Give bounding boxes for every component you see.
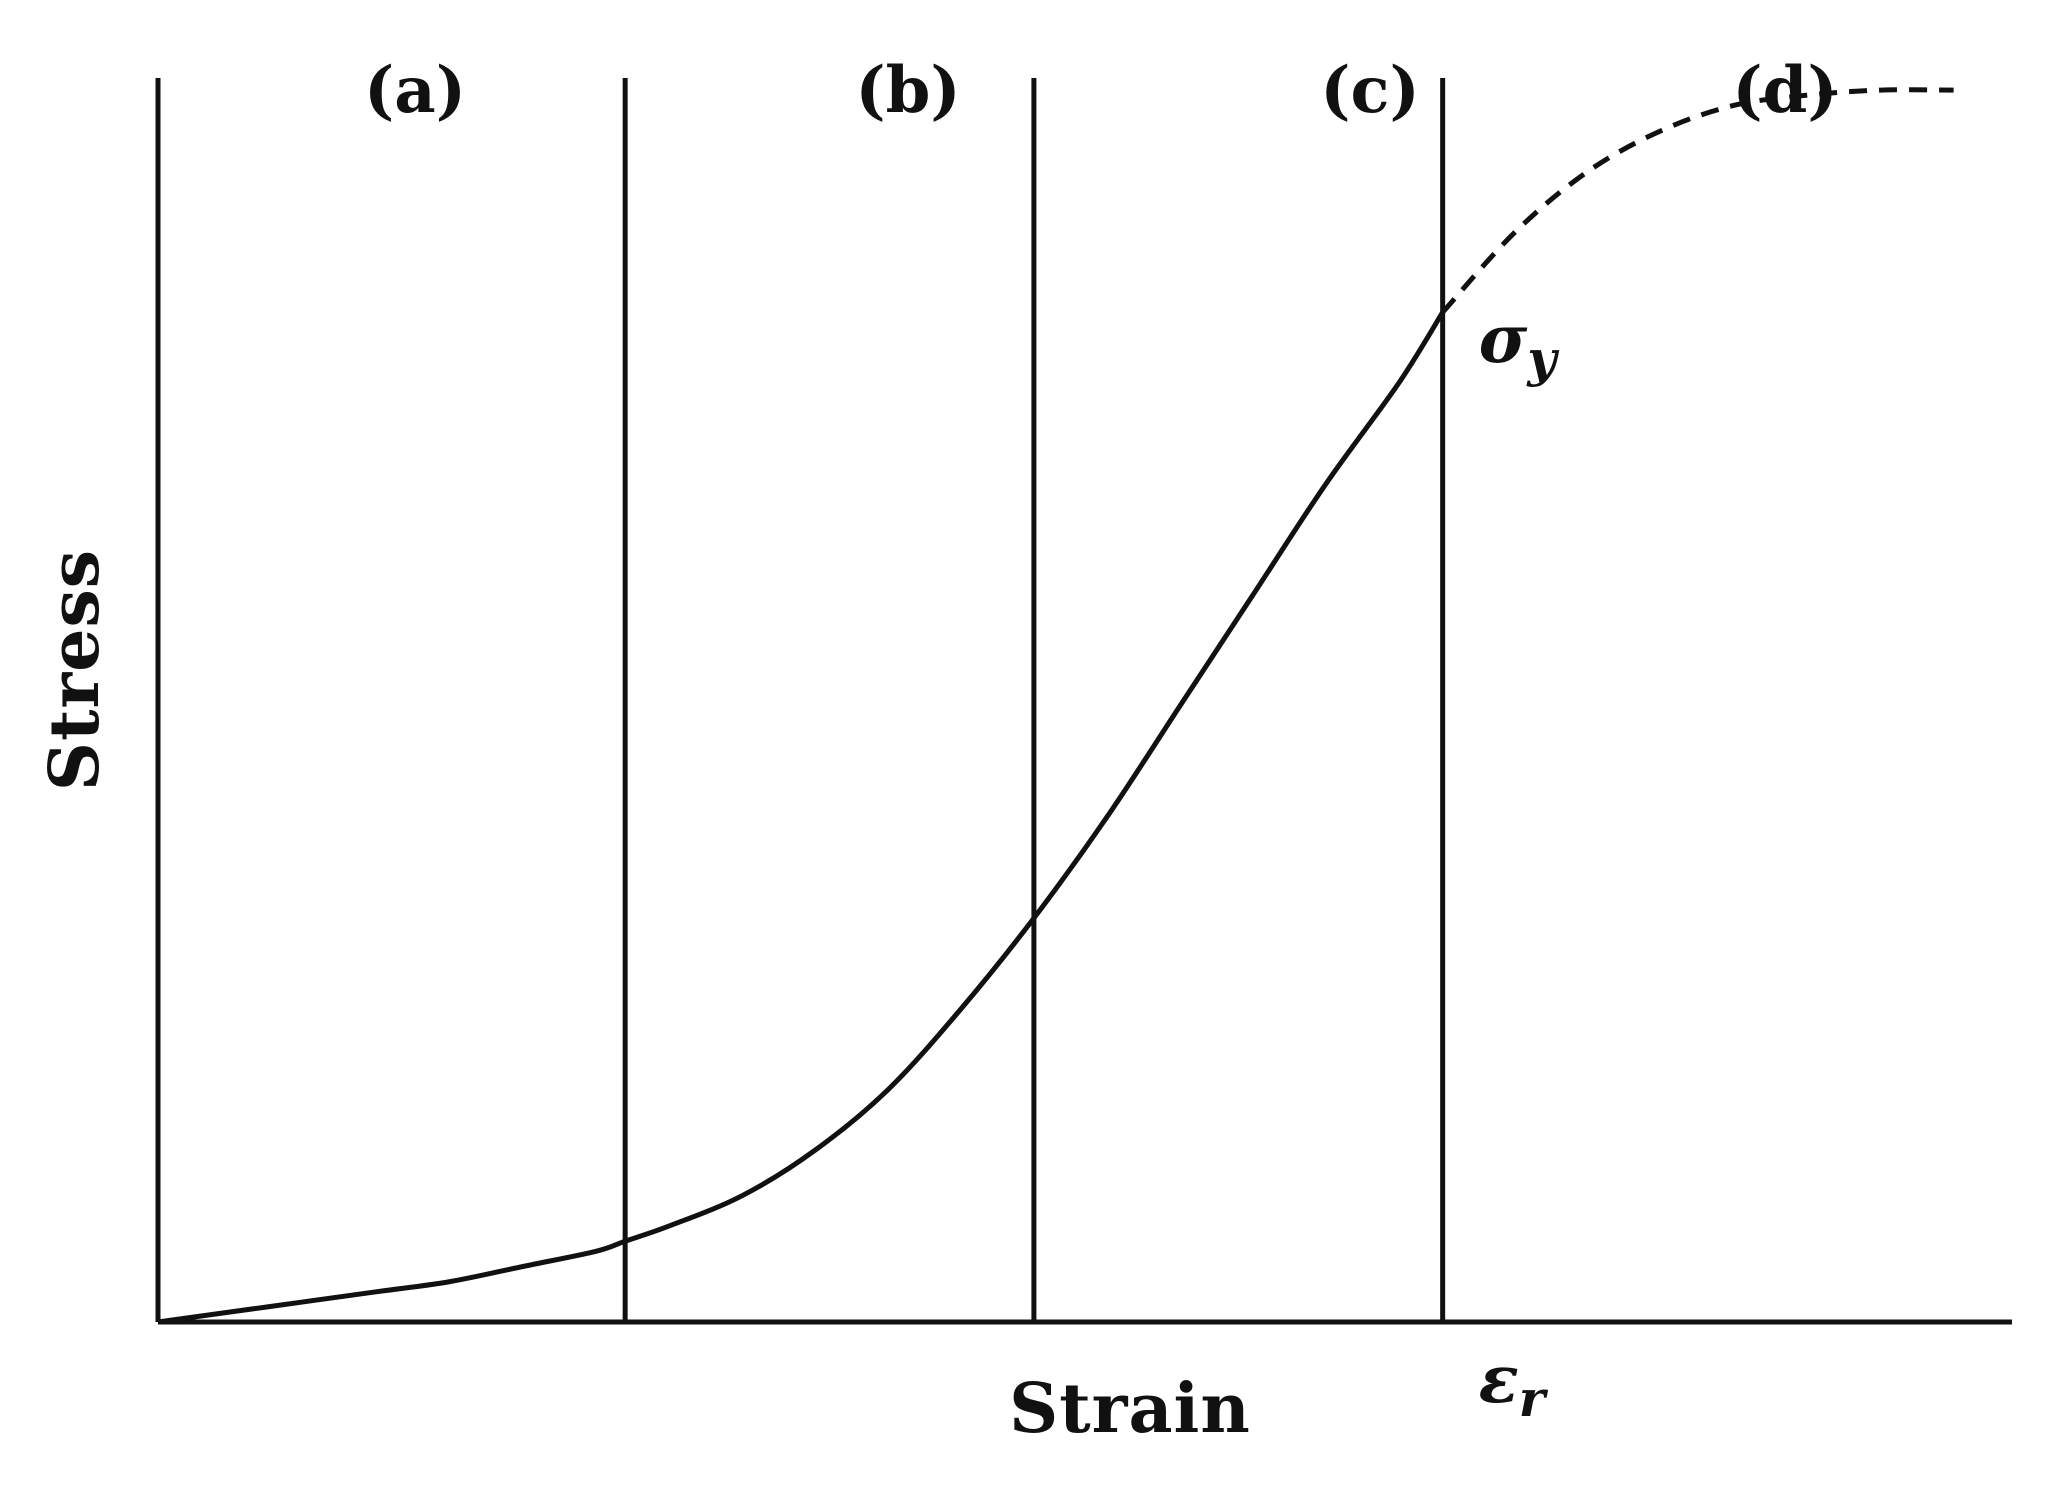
rupture-strain-label: εr — [1479, 1340, 1549, 1428]
region-label-b: (b) — [855, 53, 960, 128]
curve-solid-series — [157, 310, 1445, 1325]
region-boundaries — [622, 78, 1446, 1322]
y-axis-title: Stress — [35, 549, 115, 791]
x-axis-title: Strain — [1009, 1369, 1251, 1449]
region-label-d: (d) — [1732, 53, 1837, 128]
region-label-a: (a) — [364, 53, 466, 128]
yield-stress-label: σy — [1479, 300, 1560, 388]
axes — [155, 78, 2012, 1325]
series-layer — [157, 87, 1954, 1325]
curve-dashed-series — [1440, 87, 1954, 314]
region-labels: (a) (b) (c) (d) — [364, 53, 1838, 128]
region-label-c: (c) — [1320, 53, 1420, 128]
